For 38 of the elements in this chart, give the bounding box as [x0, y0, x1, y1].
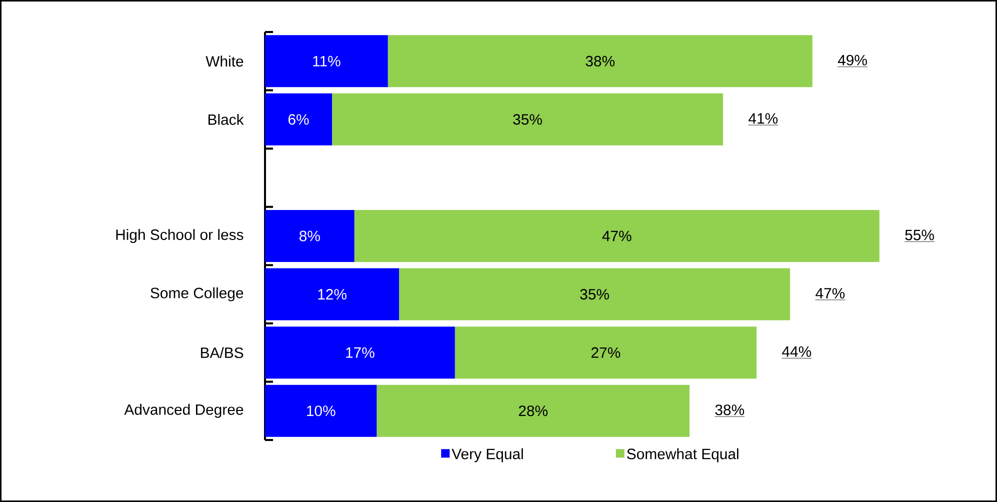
- total-label: 44%: [782, 346, 812, 357]
- data-label: 27%: [592, 347, 620, 358]
- bar: [399, 268, 790, 320]
- bar: [388, 35, 812, 88]
- total-label: 55%: [905, 230, 934, 240]
- total-label: 49%: [838, 54, 867, 66]
- total-label: 47%: [816, 288, 845, 299]
- y-tick-label: Black: [208, 114, 244, 125]
- data-label: 35%: [513, 114, 542, 125]
- data-label: 6%: [288, 114, 309, 125]
- bar: [332, 93, 724, 146]
- bar: [354, 210, 880, 262]
- bar: [265, 326, 455, 379]
- bar: [265, 268, 400, 320]
- data-label: 8%: [300, 230, 320, 242]
- data-label: 17%: [346, 347, 374, 358]
- y-tick-label: High School or less: [116, 229, 244, 243]
- bar: [265, 384, 377, 437]
- bar: [265, 93, 332, 146]
- data-label: 47%: [602, 230, 632, 242]
- data-label: 10%: [307, 406, 336, 416]
- legend-label: Somewhat Equal: [627, 448, 738, 462]
- bar: [265, 210, 354, 262]
- bar: [454, 326, 757, 379]
- y-tick-label: Advanced Degree: [124, 404, 244, 418]
- total-label: 41%: [748, 113, 778, 124]
- total-label: 38%: [715, 404, 744, 416]
- bar: [265, 35, 388, 88]
- data-label: 11%: [313, 56, 340, 66]
- legend-label: Very Equal: [452, 448, 523, 462]
- y-tick-label: White: [206, 56, 244, 67]
- bar: [376, 384, 690, 437]
- y-tick-label: Some College: [150, 287, 244, 302]
- data-label: 35%: [580, 288, 609, 300]
- data-label: 38%: [586, 56, 615, 66]
- y-tick-label: BA/BS: [201, 347, 244, 358]
- data-label: 28%: [518, 406, 548, 416]
- data-label: 12%: [318, 289, 346, 300]
